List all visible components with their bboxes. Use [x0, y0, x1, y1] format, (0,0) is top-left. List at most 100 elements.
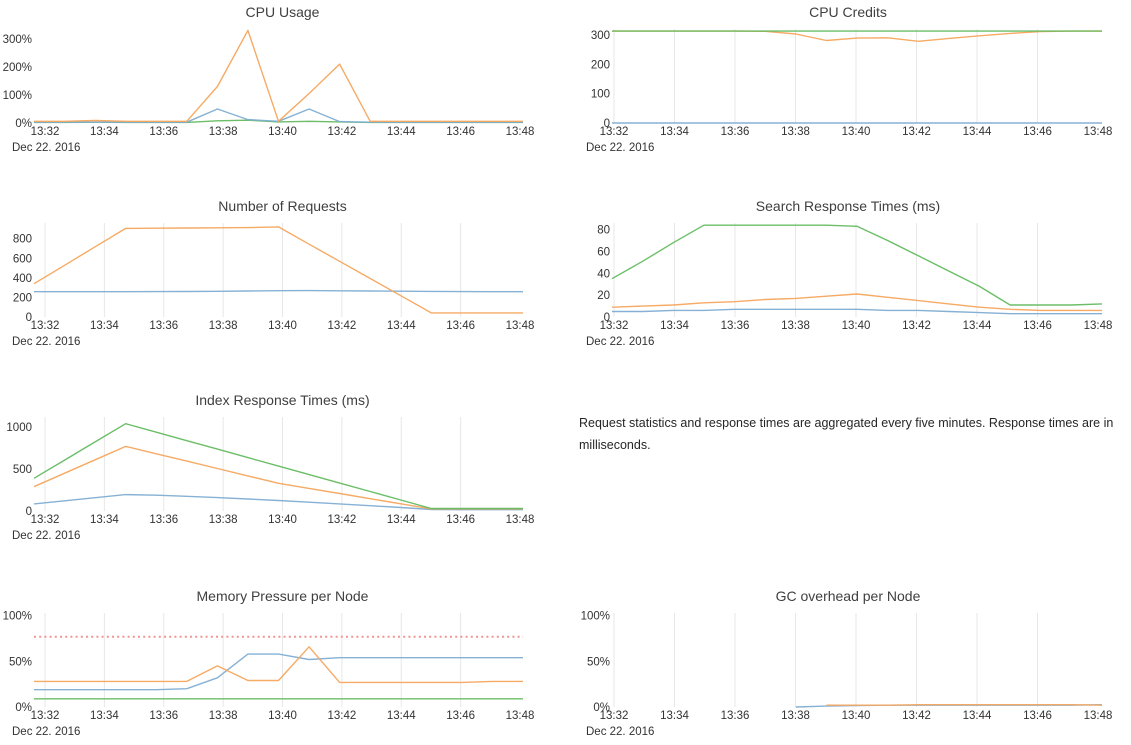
x-tick-label: 13:46 — [1023, 320, 1052, 332]
x-tick-label: 13:42 — [327, 320, 356, 332]
aggregation-note: Request statistics and response times ar… — [579, 416, 1114, 452]
series-line-green — [611, 224, 1103, 306]
y-tick-label: 200 — [13, 292, 32, 304]
cpu-credits-plot[interactable]: 0 100 200 300 13:32 13:34 13:36 13:38 13:40 13:42… — [565, 21, 1130, 161]
y-tick-label: 40 — [597, 268, 610, 280]
x-tick-label: 13:34 — [660, 320, 689, 332]
x-tick-label: 13:46 — [446, 126, 475, 138]
y-tick-label: 0 — [26, 506, 32, 518]
x-tick-label: 13:38 — [209, 710, 238, 722]
chart-title-cpu-usage: CPU Usage — [245, 4, 320, 20]
x-tick-label: 13:36 — [721, 710, 750, 722]
x-tick-label: 13:36 — [149, 320, 178, 332]
cpu-usage-plot[interactable]: 0% 100% 200% 300% 13:32 13:34 13:36 13:38 13:40 1… — [0, 21, 565, 161]
chart-cell-number-of-requests: Number of Requests 0 200 400 600 800 13:32 13:… — [0, 194, 565, 388]
x-tick-label: 13:44 — [963, 126, 992, 138]
index-response-times-plot[interactable]: 0 500 1000 13:32 13:34 13:36 13:38 13:40 13:42 13… — [0, 409, 565, 549]
x-tick-label: 13:36 — [149, 514, 178, 526]
y-tick-label: 50% — [9, 656, 32, 668]
x-tick-label: 13:44 — [387, 126, 416, 138]
y-tick-label: 100% — [3, 90, 32, 102]
x-tick-label: 13:44 — [387, 320, 416, 332]
y-tick-label: 100% — [581, 611, 610, 623]
number-of-requests-plot[interactable]: 0 200 400 600 800 13:32 13:34 13:36 13:38 13:40 13… — [0, 215, 565, 355]
y-tick-label: 100% — [3, 611, 32, 623]
x-tick-label: 13:40 — [842, 710, 871, 722]
x-tick-label: 13:40 — [842, 320, 871, 332]
x-tick-label: 13:38 — [781, 126, 810, 138]
x-tick-label: 13:42 — [902, 126, 931, 138]
x-tick-label: 13:32 — [600, 320, 629, 332]
x-tick-label: 13:38 — [781, 320, 810, 332]
x-tick-label: 13:32 — [600, 710, 629, 722]
x-axis-date-label: Dec 22. 2016 — [586, 726, 654, 738]
x-tick-label: 13:44 — [963, 710, 992, 722]
x-axis-date-label: Dec 22. 2016 — [12, 530, 80, 542]
chart-cell-search-response-times: Search Response Times (ms) 0 20 40 60 80 13:3… — [565, 194, 1131, 388]
series-line-orange — [34, 29, 523, 122]
x-tick-label: 13:40 — [842, 126, 871, 138]
x-tick-label: 13:42 — [327, 710, 356, 722]
series-line-orange — [612, 30, 1102, 42]
y-tick-label: 500 — [13, 464, 32, 476]
y-tick-label: 200% — [3, 62, 32, 74]
x-tick-label: 13:40 — [268, 126, 297, 138]
x-tick-label: 13:38 — [209, 514, 238, 526]
gc-overhead-plot[interactable]: 0% 50% 100% 13:32 13:34 13:36 13:38 13:40 13:42 1… — [565, 605, 1130, 745]
x-axis-date-label: Dec 22. 2016 — [12, 726, 80, 738]
x-tick-label: 13:36 — [721, 320, 750, 332]
x-tick-label: 13:44 — [963, 320, 992, 332]
x-tick-label: 13:34 — [90, 710, 119, 722]
x-tick-label: 13:34 — [90, 514, 119, 526]
x-tick-label: 13:44 — [387, 514, 416, 526]
x-tick-label: 13:42 — [327, 514, 356, 526]
x-tick-label: 13:42 — [327, 126, 356, 138]
x-tick-label: 13:48 — [506, 126, 535, 138]
x-tick-label: 13:48 — [1084, 320, 1113, 332]
x-tick-label: 13:48 — [506, 514, 535, 526]
x-axis-date-label: Dec 22. 2016 — [12, 336, 80, 348]
chart-cell-gc-overhead: GC overhead per Node 0% 50% 100% 13:32 13:34… — [565, 584, 1131, 741]
y-tick-label: 0 — [26, 312, 32, 324]
y-tick-label: 0% — [15, 118, 32, 130]
x-tick-label: 13:38 — [209, 320, 238, 332]
y-tick-label: 300 — [591, 30, 610, 42]
x-tick-label: 13:38 — [209, 126, 238, 138]
x-tick-label: 13:46 — [1023, 126, 1052, 138]
x-axis-date-label: Dec 22. 2016 — [12, 142, 80, 154]
y-tick-label: 80 — [597, 225, 610, 237]
x-tick-label: 13:46 — [446, 514, 475, 526]
chart-cell-cpu-usage: CPU Usage 0% 100% 200% 300% 13:32 13:34 13:36 1… — [0, 0, 565, 194]
search-response-times-plot[interactable]: 0 20 40 60 80 13:32 13:34 13:36 13:38 13:40 13:42 1… — [565, 215, 1130, 355]
y-tick-label: 800 — [13, 234, 32, 246]
x-tick-label: 13:48 — [1084, 126, 1113, 138]
series-line-orange — [34, 646, 523, 684]
y-tick-label: 600 — [13, 253, 32, 265]
y-tick-label: 1000 — [6, 422, 32, 434]
x-axis-date-label: Dec 22. 2016 — [586, 142, 654, 154]
series-line-blue — [34, 289, 523, 293]
chart-cell-index-response-times: Index Response Times (ms) 0 500 1000 13:32 1… — [0, 388, 565, 584]
y-tick-label: 20 — [597, 290, 610, 302]
series-line-blue — [34, 653, 523, 691]
y-tick-label: 400 — [13, 273, 32, 285]
series-line-orange — [33, 226, 523, 314]
series-line-blue — [33, 493, 523, 511]
chart-title-search-response-times: Search Response Times (ms) — [755, 198, 941, 214]
y-tick-label: 60 — [597, 246, 610, 258]
x-tick-label: 13:32 — [31, 514, 60, 526]
x-tick-label: 13:32 — [600, 126, 629, 138]
x-tick-label: 13:40 — [268, 710, 297, 722]
note-cell: Request statistics and response times ar… — [565, 388, 1131, 584]
series-line-orange — [33, 445, 523, 510]
x-tick-label: 13:34 — [90, 320, 119, 332]
x-tick-label: 13:48 — [506, 710, 535, 722]
x-tick-label: 13:32 — [31, 710, 60, 722]
y-tick-label: 100 — [591, 89, 610, 101]
memory-pressure-plot[interactable]: 0% 50% 100% 13:32 13:34 13:36 13:38 13:40 13:42 1… — [0, 605, 565, 745]
series-line-green — [33, 423, 523, 510]
x-tick-label: 13:32 — [31, 320, 60, 332]
x-tick-label: 13:46 — [1023, 710, 1052, 722]
y-tick-label: 0 — [604, 312, 610, 324]
